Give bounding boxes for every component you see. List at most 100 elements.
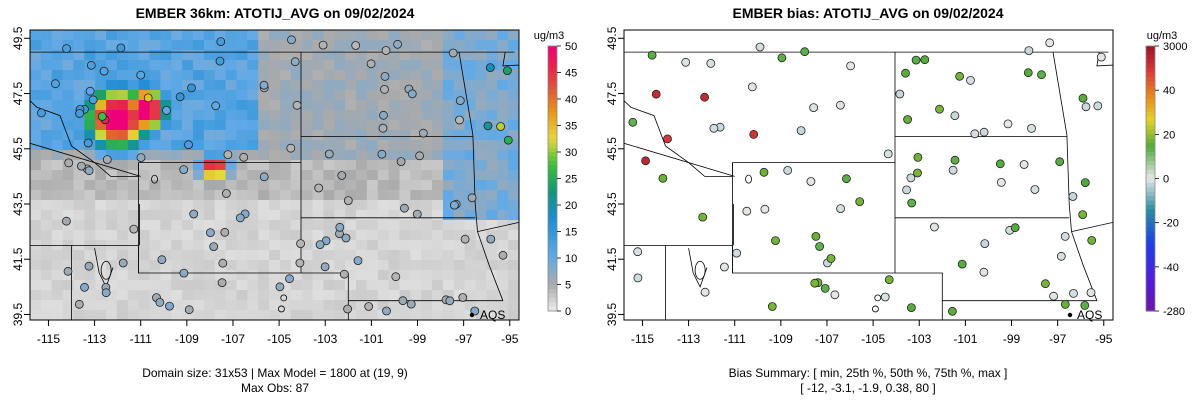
grid-cell — [214, 140, 226, 151]
obs-point — [458, 293, 468, 302]
grid-cell — [95, 180, 107, 191]
grid-cell — [171, 180, 183, 191]
grid-cell — [106, 40, 118, 51]
grid-cell — [356, 40, 368, 51]
grid-cell — [127, 90, 140, 101]
grid-cell — [160, 250, 172, 261]
grid-cell — [51, 300, 63, 311]
colorbar-segment — [548, 182, 557, 188]
grid-cell — [421, 210, 433, 221]
grid-cell — [388, 210, 400, 221]
colorbar-segment — [1146, 191, 1155, 197]
grid-cell — [247, 100, 259, 111]
grid-cell — [95, 30, 107, 41]
grid-cell — [116, 80, 129, 91]
grid-cell — [497, 220, 509, 231]
grid-cell — [84, 290, 96, 301]
grid-cell — [214, 110, 226, 121]
grid-cell — [366, 160, 379, 171]
grid-cell — [203, 170, 216, 181]
grid-cell — [432, 190, 444, 201]
colorbar-segment — [548, 284, 557, 290]
grid-cell — [160, 100, 172, 111]
grid-cell — [334, 250, 346, 261]
grid-cell — [149, 60, 161, 71]
obs-point — [221, 189, 231, 198]
grid-cell — [40, 120, 53, 131]
grid-cell — [345, 140, 357, 151]
grid-cell — [312, 130, 324, 141]
obs-point — [223, 150, 233, 160]
colorbar-segment — [1146, 258, 1155, 264]
grid-cell — [334, 260, 346, 271]
grid-cell — [312, 270, 324, 281]
grid-cell — [334, 50, 346, 61]
grid-cell — [312, 80, 324, 91]
grid-cell — [421, 300, 433, 311]
grid-cell — [497, 150, 509, 161]
grid-cell — [453, 120, 466, 131]
grid-cell — [399, 310, 411, 320]
grid-cell — [410, 70, 422, 81]
grid-cell — [30, 190, 42, 201]
left-x-axis: -115 -113 -111 -109 -107 -105 -103 -101 -99 -97 -9… — [37, 320, 519, 346]
grid-cell — [464, 250, 476, 261]
grid-cell — [73, 280, 85, 291]
x-tick-label: -97 — [1049, 332, 1067, 346]
grid-cell — [236, 160, 248, 171]
grid-cell — [225, 260, 237, 271]
grid-cell — [377, 170, 389, 181]
grid-cell — [203, 240, 216, 251]
grid-cell — [214, 30, 226, 41]
grid-cell — [171, 270, 183, 281]
y-tick-label: 39.5 — [605, 302, 619, 326]
grid-cell — [214, 310, 226, 320]
grid-cell — [366, 40, 379, 51]
grid-cell — [279, 210, 292, 221]
grid-cell — [345, 90, 357, 101]
obs-point — [101, 288, 111, 298]
grid-cell — [399, 150, 411, 161]
grid-cell — [323, 140, 335, 151]
obs-point — [205, 228, 215, 238]
grid-cell — [171, 310, 183, 320]
grid-cell — [247, 110, 259, 121]
obs-point — [1030, 185, 1040, 194]
obs-point — [907, 303, 916, 313]
grid-cell — [366, 260, 379, 271]
grid-cell — [193, 190, 205, 201]
colorbar-segment — [548, 138, 557, 144]
grid-cell — [442, 230, 455, 241]
colorbar-segment — [1146, 235, 1155, 241]
obs-point — [351, 41, 361, 50]
grid-cell — [138, 310, 150, 320]
grid-cell — [421, 30, 433, 41]
grid-cell — [410, 220, 422, 231]
grid-cell — [73, 200, 85, 211]
grid-cell — [51, 100, 63, 111]
x-tick-label: -97 — [455, 332, 473, 346]
grid-cell — [236, 270, 248, 281]
grid-cell — [106, 180, 118, 191]
grid-cell — [95, 90, 107, 101]
grid-cell — [312, 110, 324, 121]
right-aqs-label: AQS — [1077, 308, 1102, 322]
obs-point — [287, 35, 296, 45]
grid-cell — [366, 180, 379, 191]
state-border — [301, 272, 503, 302]
grid-cell — [247, 220, 259, 231]
grid-cell — [377, 50, 389, 61]
grid-cell — [464, 120, 476, 131]
grid-cell — [84, 280, 96, 291]
grid-cell — [127, 250, 140, 261]
grid-cell — [356, 120, 368, 131]
left-plot-frame — [29, 29, 520, 321]
grid-cell — [138, 140, 150, 151]
grid-cell — [432, 280, 444, 291]
grid-cell — [171, 160, 183, 171]
grid-cell — [214, 240, 226, 251]
grid-cell — [508, 150, 519, 161]
obs-point — [418, 128, 428, 138]
x-tick-label: -107 — [815, 332, 839, 346]
obs-point — [709, 123, 719, 133]
